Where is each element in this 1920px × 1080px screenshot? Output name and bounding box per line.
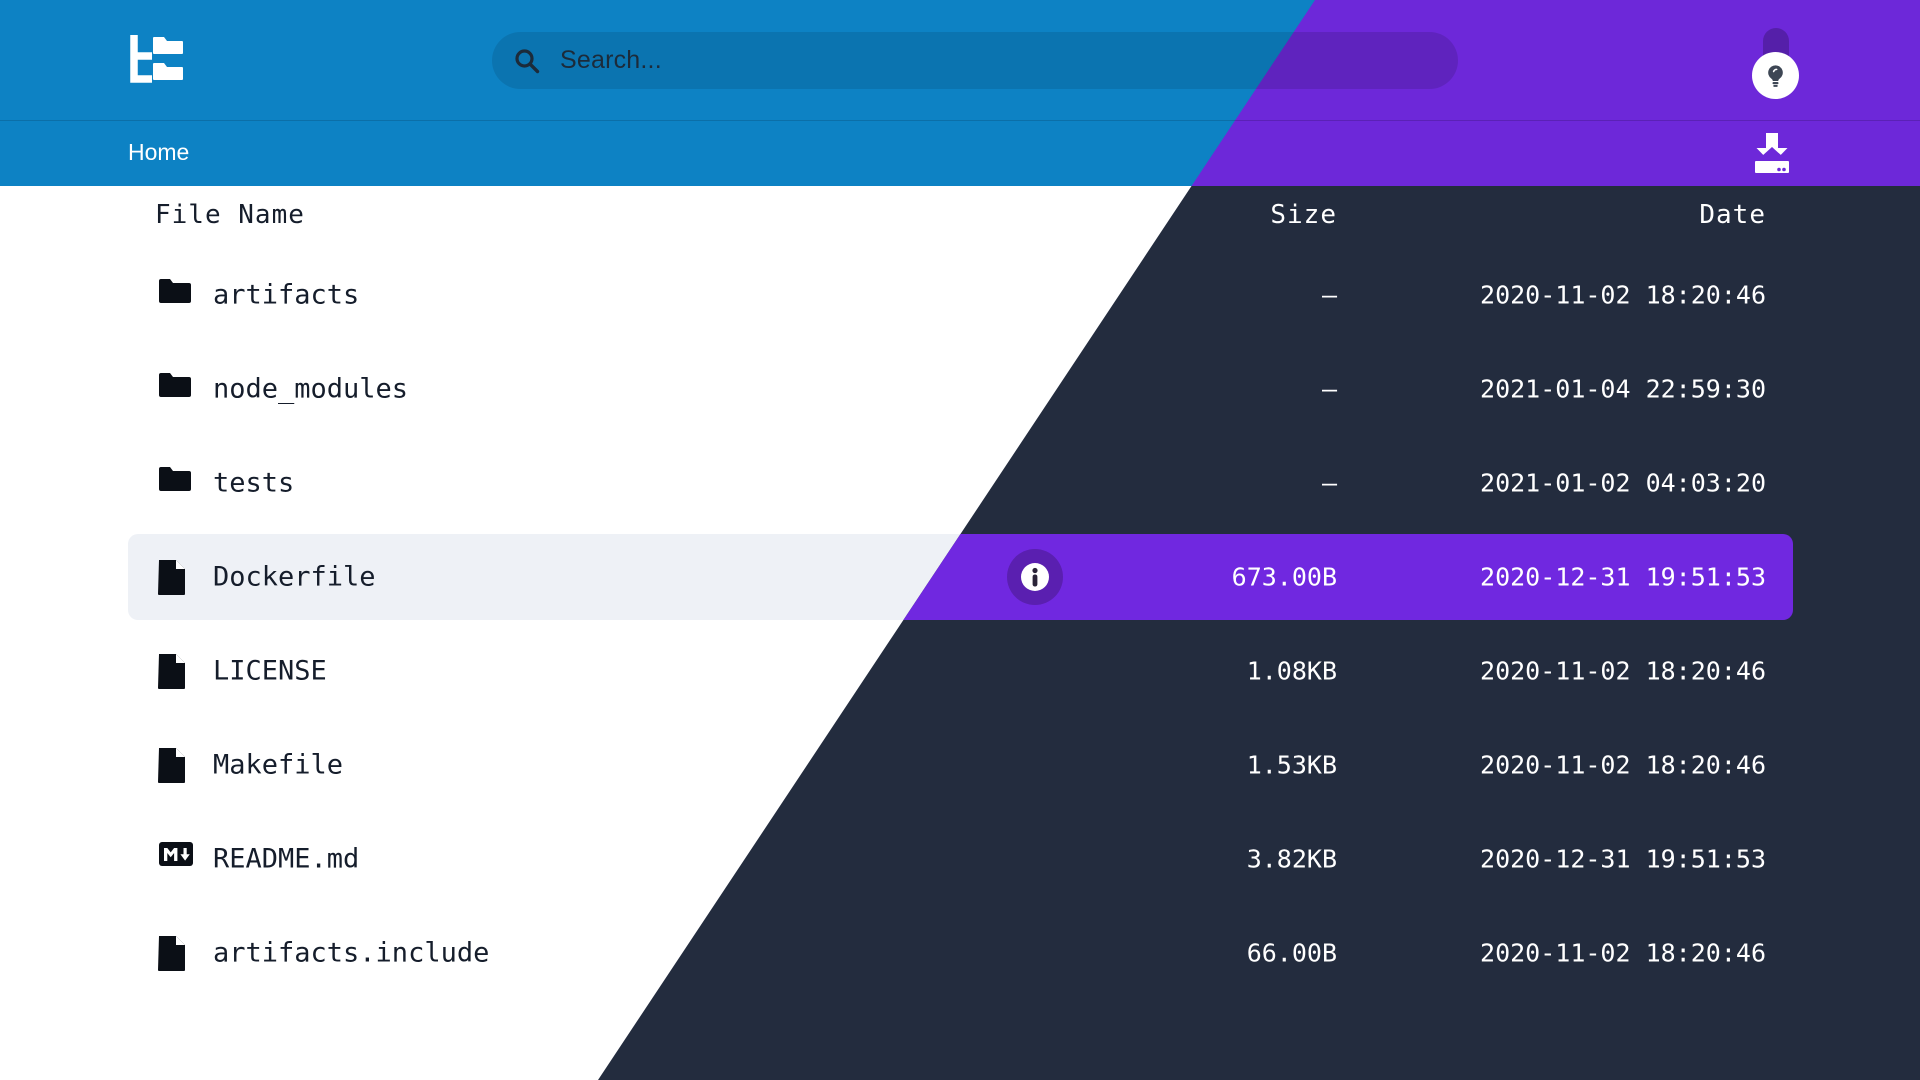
theme-toggle-button-dark[interactable]: [1752, 52, 1799, 99]
file-name[interactable]: Dockerfile: [213, 561, 376, 593]
file-date: 2020-11-02 18:20:46: [1480, 750, 1766, 780]
file-icon: [158, 560, 185, 595]
file-icon: [158, 653, 192, 689]
file-size: 1.08KB: [1246, 656, 1337, 686]
column-header-size-dark[interactable]: Size: [1270, 200, 1337, 230]
table-row[interactable]: tests—2021-01-02 04:03:20: [598, 436, 1920, 530]
file-date: 2020-12-31 19:51:53: [1480, 562, 1766, 592]
folder-icon: [158, 371, 192, 407]
file-date: 2020-11-02 18:20:46: [1480, 938, 1766, 968]
file-name[interactable]: Makefile: [213, 749, 344, 781]
breadcrumb-item-home[interactable]: Home: [128, 139, 190, 165]
lightbulb-icon-dark: [1768, 65, 1783, 87]
file-size: —: [1321, 374, 1337, 404]
table-row[interactable]: node_modules—2021-01-04 22:59:30: [598, 342, 1920, 436]
file-name[interactable]: node_modules: [213, 373, 409, 405]
file-name[interactable]: tests: [213, 467, 295, 499]
folder-tree-logo[interactable]: [130, 31, 188, 89]
file-date: 2020-12-31 19:51:53: [1480, 844, 1766, 874]
file-name[interactable]: artifacts: [213, 279, 360, 311]
folder-icon: [158, 465, 192, 501]
file-size: —: [1321, 468, 1337, 498]
file-date: 2020-11-02 18:20:46: [1480, 656, 1766, 686]
table-row[interactable]: artifacts—2020-11-02 18:20:46: [598, 248, 1920, 342]
file-size: 673.00B: [1231, 562, 1337, 592]
download-icon-dark: [1755, 133, 1789, 173]
file-size: 1.53KB: [1246, 750, 1337, 780]
file-icon: [158, 747, 192, 783]
column-header-date-dark[interactable]: Date: [1699, 200, 1766, 230]
info-icon: [1021, 563, 1049, 591]
file-icon: [158, 559, 192, 595]
markdown-icon: [158, 841, 193, 877]
file-icon: [158, 935, 192, 971]
file-icon: [158, 936, 185, 971]
file-date: 2021-01-04 22:59:30: [1480, 374, 1766, 404]
folder-icon: [159, 467, 191, 491]
table-header-dark: File Name Size Date: [598, 186, 1920, 248]
info-button[interactable]: [1007, 549, 1063, 605]
search-icon: [514, 48, 540, 74]
file-name[interactable]: README.md: [213, 843, 360, 875]
column-header-name[interactable]: File Name: [155, 200, 305, 230]
file-size: 3.82KB: [1246, 844, 1337, 874]
file-date: 2020-11-02 18:20:46: [1480, 280, 1766, 310]
file-date: 2021-01-02 04:03:20: [1480, 468, 1766, 498]
markdown-icon: [159, 842, 193, 866]
folder-icon: [158, 277, 192, 313]
file-name[interactable]: artifacts.include: [213, 937, 490, 969]
file-size: —: [1321, 280, 1337, 310]
file-icon: [158, 654, 185, 689]
download-button-dark[interactable]: [1748, 131, 1796, 175]
file-size: 66.00B: [1246, 938, 1337, 968]
file-name[interactable]: LICENSE: [213, 655, 327, 687]
folder-icon: [159, 373, 191, 397]
folder-icon: [159, 279, 191, 303]
search-placeholder: Search...: [560, 46, 662, 74]
file-icon: [158, 748, 185, 783]
